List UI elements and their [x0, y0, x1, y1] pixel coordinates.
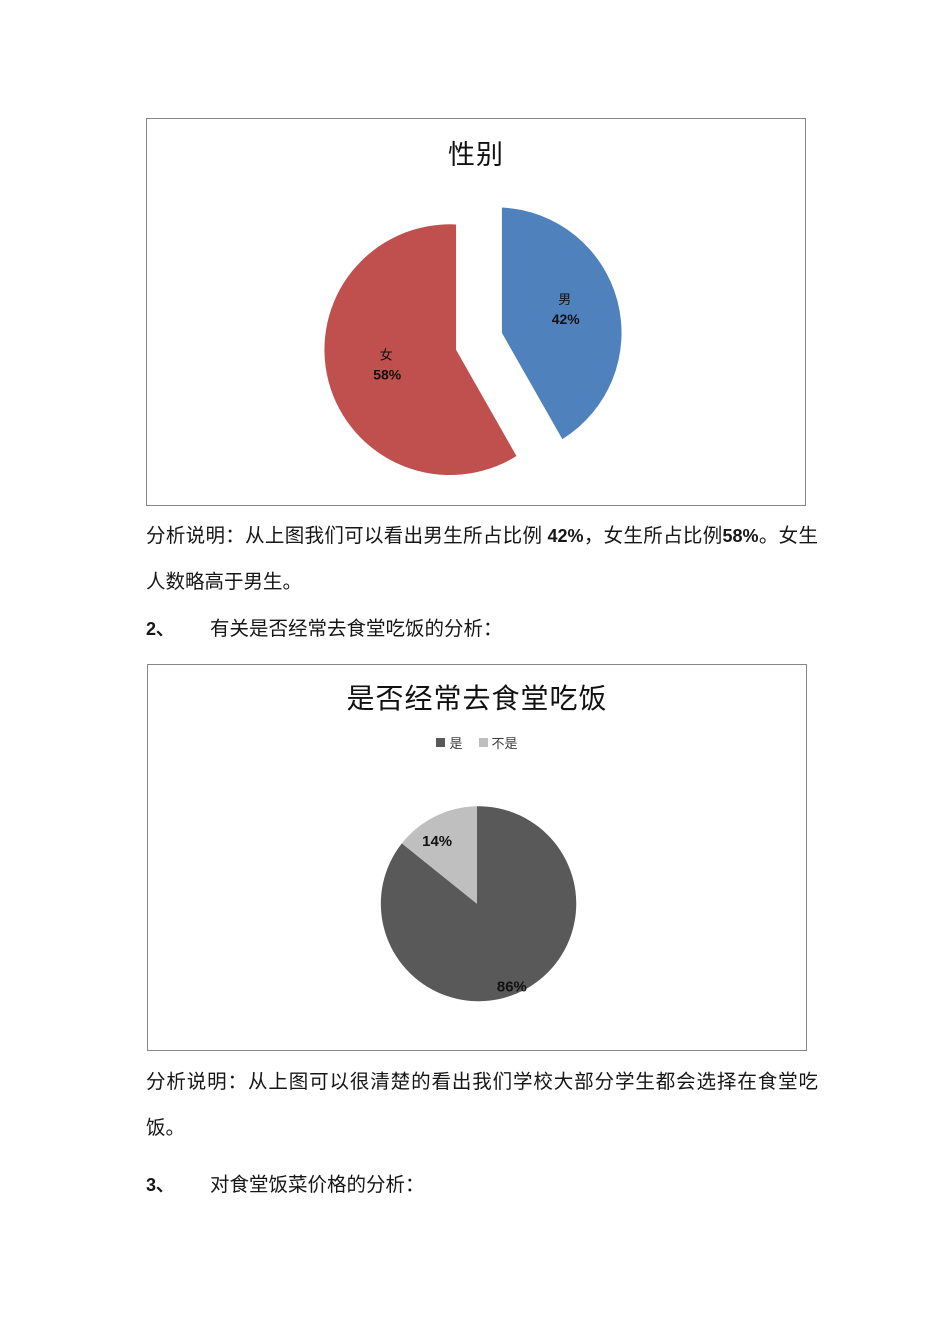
pie-label-female-pct: 58%	[373, 367, 402, 383]
pie-label-yes-pct: 86%	[497, 978, 527, 995]
list-item-3: 3、 对食堂饭菜价格的分析：	[146, 1162, 818, 1209]
pie-slice-yes[interactable]	[380, 806, 577, 1002]
analysis-paragraph-gender: 分析说明：从上图我们可以看出男生所占比例 42%，女生所占比例58%。女生人数略…	[146, 513, 818, 606]
analysis1-pct-female: 58%	[722, 526, 759, 546]
chart-canteen-title: 是否经常去食堂吃饭	[346, 684, 608, 715]
list-item-3-number: 3、	[146, 1175, 175, 1195]
list-item-3-text: 对食堂饭菜价格的分析：	[210, 1175, 425, 1196]
pie-label-male-name: 男	[558, 292, 571, 307]
analysis1-text-c: 。女生人数略高于男生。	[146, 526, 818, 593]
pie-label-male-pct: 42%	[552, 311, 581, 327]
chart-gender: 性别 男 42% 女 58%	[146, 118, 806, 506]
list-item-2-number: 2、	[146, 619, 175, 639]
legend-label-yes: 是	[449, 736, 463, 751]
legend-swatch-yes-icon	[436, 738, 446, 747]
legend-swatch-no-icon	[478, 738, 488, 747]
pie-label-no-pct: 14%	[422, 833, 452, 850]
list-item-2-text: 有关是否经常去食堂吃饭的分析：	[210, 619, 503, 640]
analysis-paragraph-canteen: 分析说明：从上图可以很清楚的看出我们学校大部分学生都会选择在食堂吃饭。	[146, 1072, 818, 1139]
chart-gender-pie-svg: 男 42% 女 58%	[324, 207, 622, 476]
pie-label-female-name: 女	[380, 348, 393, 363]
chart-canteen-legend: 是 不是	[148, 733, 806, 752]
analysis1-pct-male: 42%	[547, 526, 584, 546]
chart-gender-title: 性别	[448, 140, 504, 170]
legend-item-no[interactable]: 不是	[478, 733, 518, 752]
legend-label-no: 不是	[491, 736, 518, 751]
analysis1-text-a: 分析说明：从上图我们可以看出男生所占比例	[146, 526, 543, 547]
pie-slice-male[interactable]	[501, 207, 622, 440]
pie-slice-female[interactable]	[324, 224, 517, 476]
analysis1-text-b: ，女生所占比例	[583, 526, 723, 547]
pie-slice-no[interactable]	[401, 806, 477, 904]
chart-canteen-pie-svg: 14% 86%	[380, 806, 577, 1002]
chart-canteen: 是否经常去食堂吃饭 是 不是 14% 86%	[147, 664, 807, 1051]
list-item-2: 2、 有关是否经常去食堂吃饭的分析：	[146, 606, 818, 653]
legend-item-yes[interactable]: 是	[436, 733, 463, 752]
